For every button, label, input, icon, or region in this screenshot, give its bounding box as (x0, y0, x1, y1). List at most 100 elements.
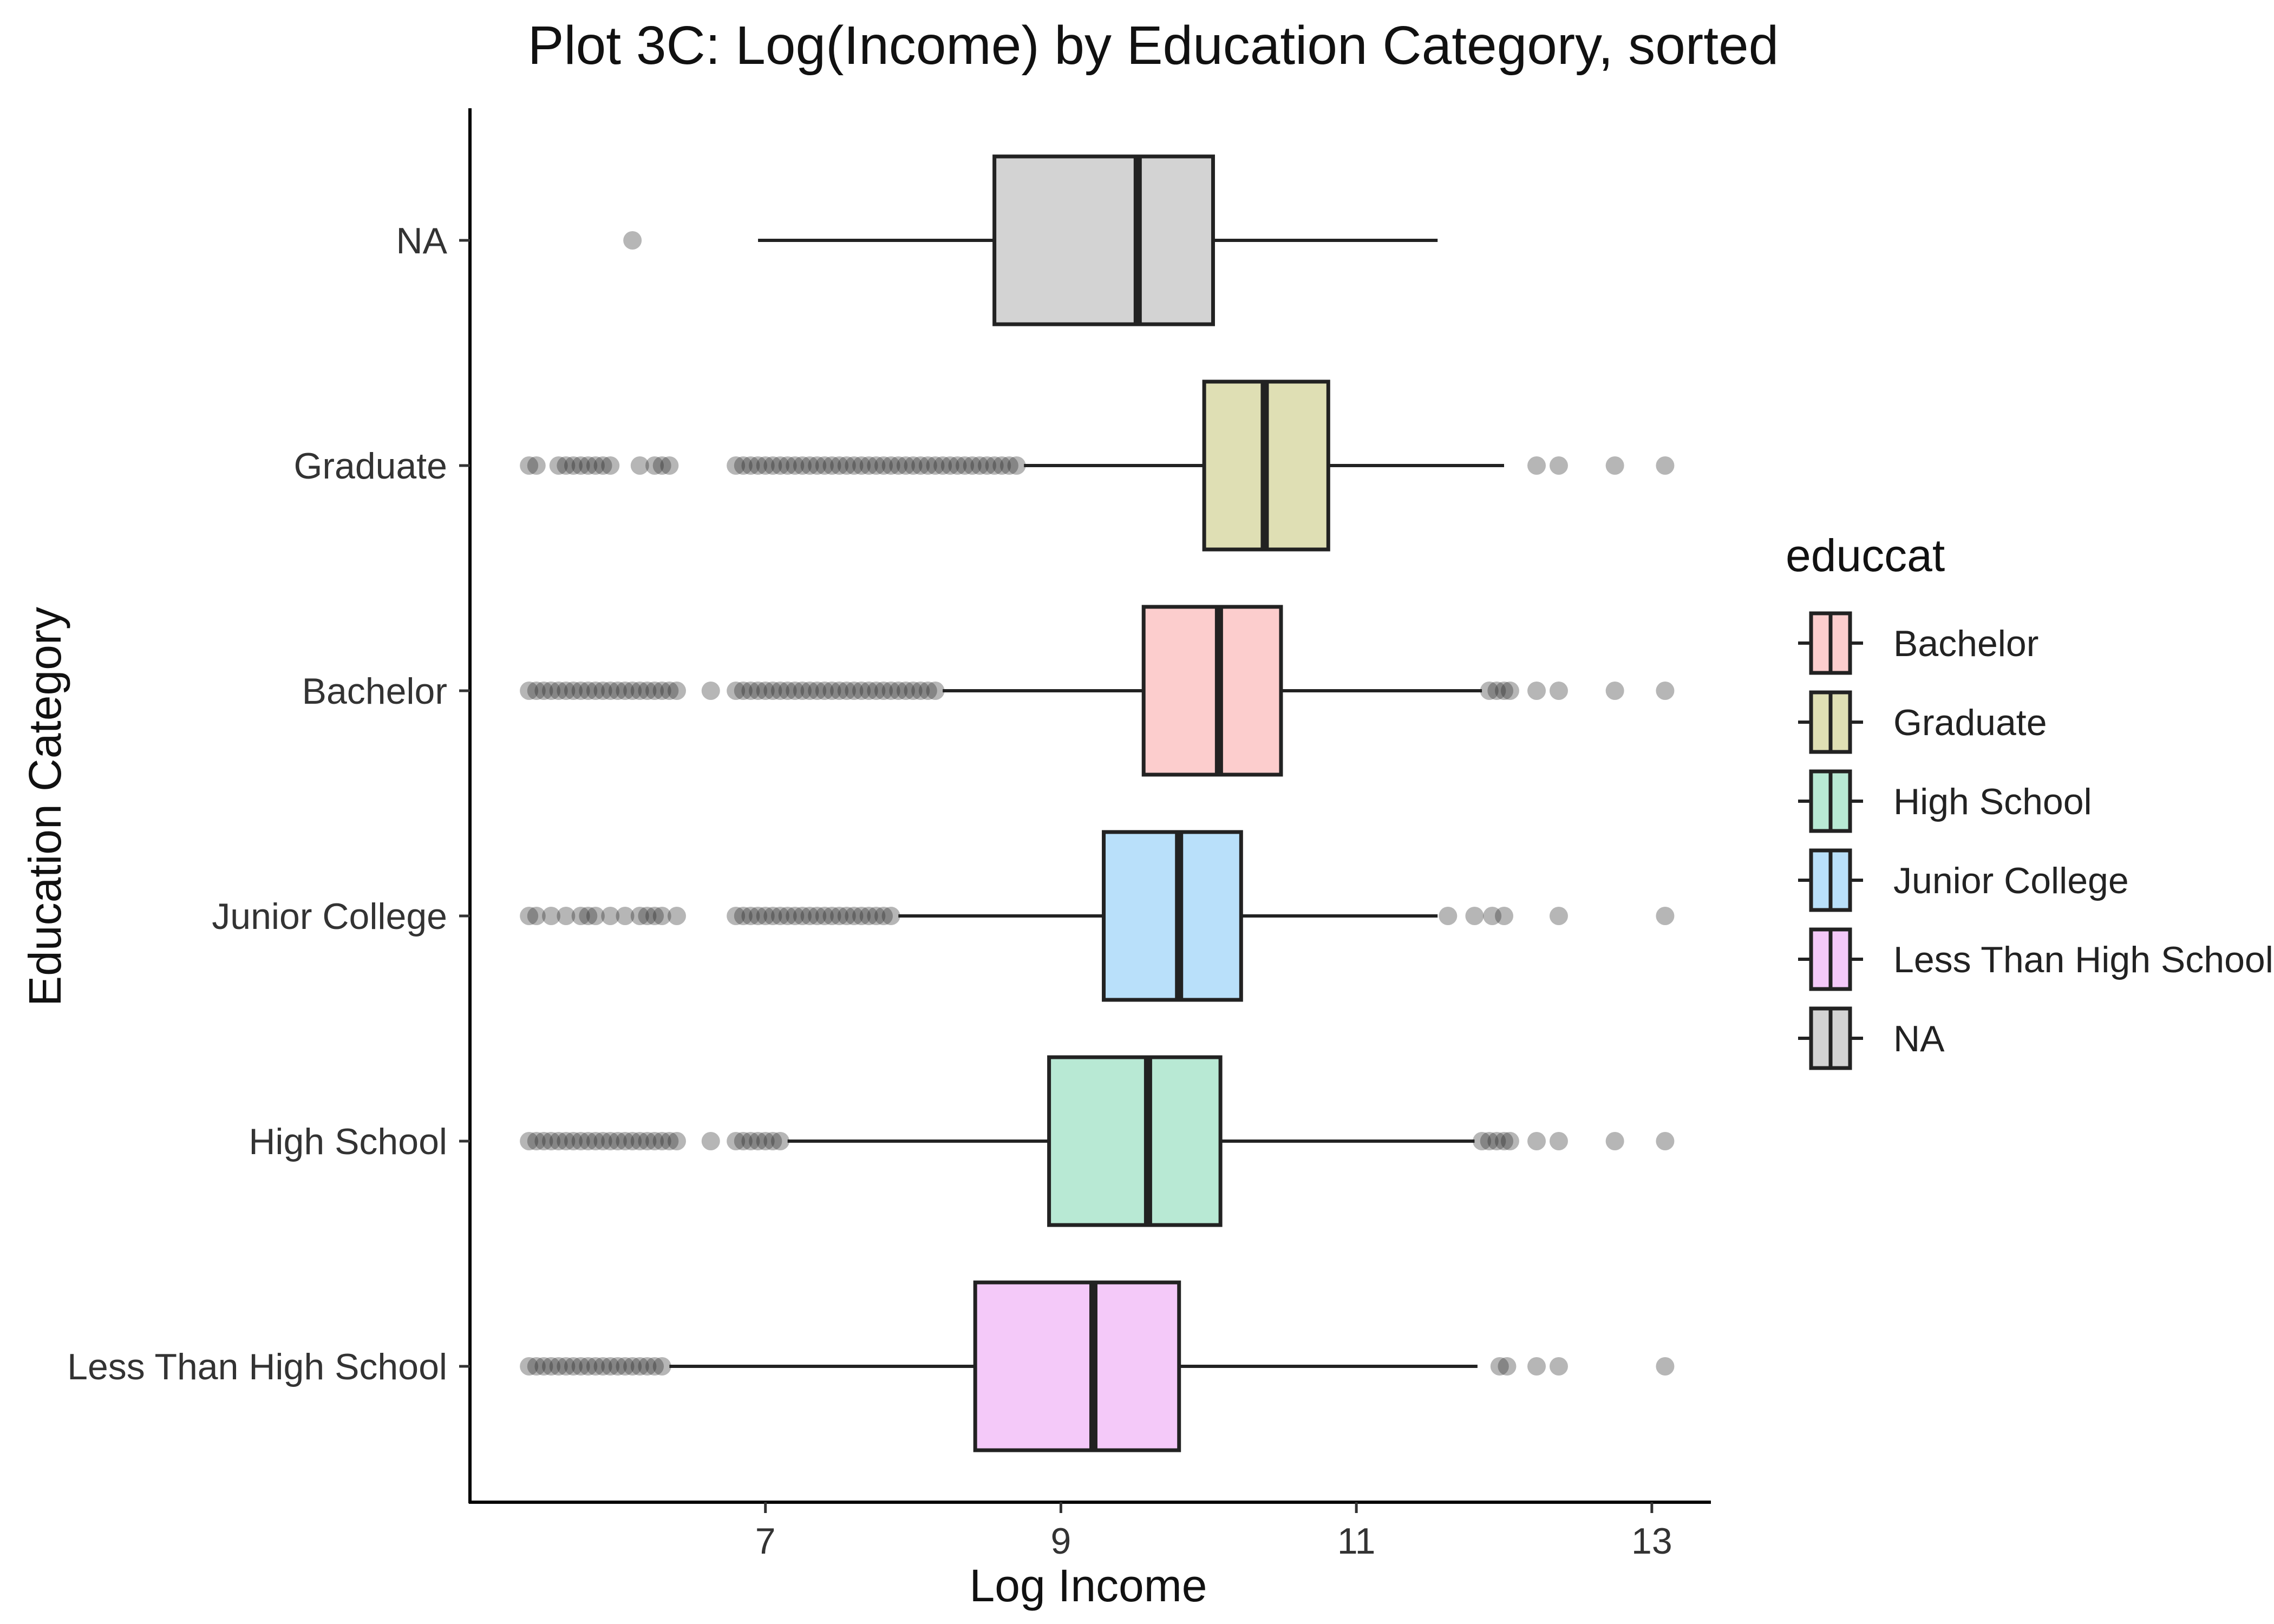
legend: Bachelor Graduate High School Junior Colleg… (1798, 611, 2273, 1070)
outlier-point (630, 456, 649, 475)
outlier-point (557, 456, 576, 475)
outlier-point (534, 1357, 553, 1376)
legend-label: Less Than High School (1893, 939, 2273, 980)
outlier-point (1473, 1132, 1492, 1150)
outlier-point (904, 456, 923, 475)
outlier-point (808, 682, 827, 700)
outlier-point (778, 456, 797, 475)
outlier-point (926, 682, 945, 700)
outlier-point (1527, 456, 1546, 475)
box (992, 154, 1215, 326)
outlier-point (630, 907, 649, 925)
outlier-point (571, 907, 590, 925)
outlier-point (940, 456, 959, 475)
outlier-point (741, 682, 760, 700)
outlier-point (593, 682, 612, 700)
outlier-point (918, 456, 937, 475)
outlier-point (837, 907, 856, 925)
outlier-point (956, 456, 975, 475)
outlier-point (645, 456, 664, 475)
outlier-point (660, 1132, 679, 1150)
outlier-point (1527, 1132, 1546, 1150)
chart-title: Plot 3C: Log(Income) by Education Catego… (528, 15, 1779, 76)
outlier-point (1656, 456, 1675, 475)
outlier-point (859, 456, 878, 475)
outlier-point (1480, 1132, 1499, 1150)
outlier-point (623, 1132, 642, 1150)
outlier-point (616, 1357, 635, 1376)
legend-label: Graduate (1893, 702, 2047, 743)
outlier-point (527, 1132, 546, 1150)
outlier-point (749, 682, 768, 700)
y-tick-label: Junior College (212, 896, 447, 937)
outlier-point (593, 1132, 612, 1150)
legend-entry: Bachelor (1798, 611, 2038, 675)
legend-entry: NA (1798, 1006, 1945, 1070)
outlier-point (549, 1357, 568, 1376)
outlier-point (1605, 456, 1624, 475)
outlier-point (652, 456, 671, 475)
outlier-point (749, 456, 768, 475)
outlier-point (889, 456, 908, 475)
outlier-point (557, 682, 576, 700)
outlier-point (845, 907, 864, 925)
outlier-point (778, 682, 797, 700)
outlier-point (542, 682, 561, 700)
box-group (520, 830, 1675, 1002)
outlier-point (564, 682, 583, 700)
outlier-point (638, 1132, 657, 1150)
outlier-point (852, 456, 871, 475)
outlier-point (756, 456, 775, 475)
outlier-point (756, 1132, 775, 1150)
outlier-point (1495, 1132, 1513, 1150)
outlier-point (623, 682, 642, 700)
outlier-point (586, 1132, 605, 1150)
outlier-point (623, 1357, 642, 1376)
outlier-point (1656, 1132, 1675, 1150)
outlier-point (918, 682, 937, 700)
outlier-point (586, 456, 605, 475)
outlier-point (763, 907, 782, 925)
outlier-point (1500, 1132, 1519, 1150)
outlier-point (815, 682, 834, 700)
legend-label: Bachelor (1893, 623, 2038, 664)
outlier-point (564, 1357, 583, 1376)
outlier-point (1605, 682, 1624, 700)
outlier-point (638, 1357, 657, 1376)
outlier-point (734, 682, 753, 700)
outlier-point (727, 1132, 746, 1150)
outlier-point (579, 1357, 598, 1376)
outlier-point (815, 907, 834, 925)
outlier-point (1480, 682, 1499, 700)
outlier-point (668, 1132, 686, 1150)
outlier-point (830, 682, 849, 700)
outlier-point (793, 682, 812, 700)
outlier-point (881, 682, 900, 700)
outlier-point (734, 456, 753, 475)
outlier-point (1439, 907, 1458, 925)
outlier-point (638, 682, 657, 700)
outlier-point (727, 456, 746, 475)
outlier-point (630, 1132, 649, 1150)
outlier-point (601, 1132, 620, 1150)
outlier-point (889, 682, 908, 700)
outlier-point (652, 1132, 671, 1150)
outlier-point (579, 682, 598, 700)
y-tick-label: Graduate (293, 446, 447, 487)
outlier-point (579, 1132, 598, 1150)
outlier-point (534, 1132, 553, 1150)
outlier-point (608, 1132, 627, 1150)
outlier-point (771, 1132, 789, 1150)
outlier-point (741, 456, 760, 475)
outlier-point (1549, 1357, 1568, 1376)
outlier-point (645, 1132, 664, 1150)
outlier-point (630, 1357, 649, 1376)
x-axis-title: Log Income (970, 1560, 1207, 1611)
outlier-point (616, 907, 635, 925)
legend-label: NA (1893, 1018, 1945, 1059)
outlier-point (668, 907, 686, 925)
outlier-point (1465, 907, 1484, 925)
outlier-point (749, 1132, 768, 1150)
outlier-point (616, 682, 635, 700)
